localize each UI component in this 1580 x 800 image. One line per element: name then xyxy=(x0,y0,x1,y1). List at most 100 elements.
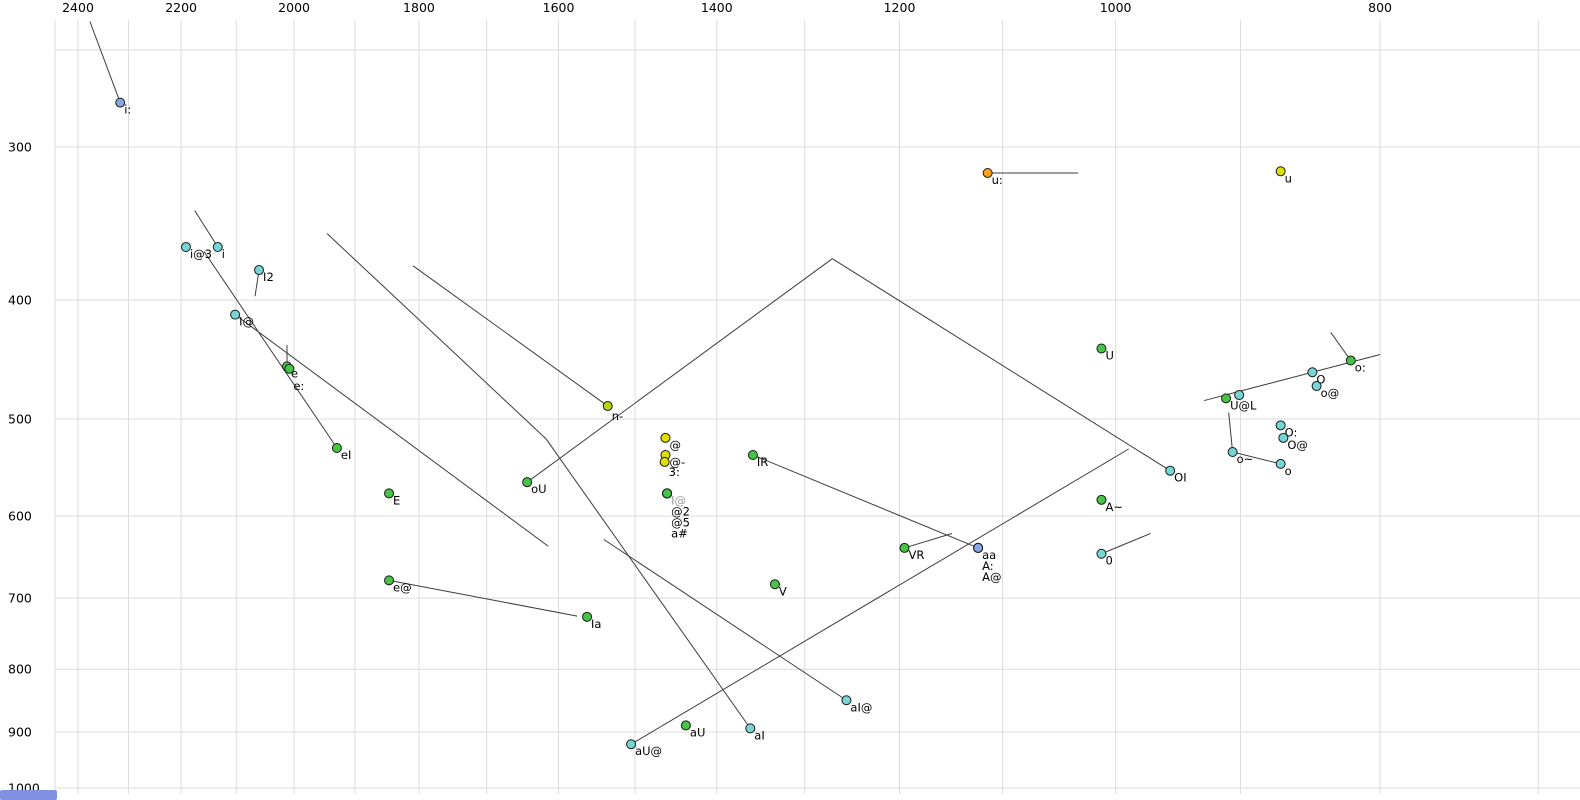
point-label: o~ xyxy=(1237,452,1254,466)
data-point[interactable] xyxy=(1227,447,1238,458)
point-label: A@ xyxy=(982,570,1001,584)
data-point[interactable] xyxy=(582,611,593,622)
point-label: A: xyxy=(982,559,994,573)
trajectory-line xyxy=(388,579,578,617)
point-label: I@ xyxy=(671,493,686,507)
x-tick-label: 2200 xyxy=(165,0,197,15)
trajectory-line xyxy=(1232,451,1281,465)
point-label: E xyxy=(393,493,400,507)
trajectory-line xyxy=(234,314,549,547)
data-point[interactable] xyxy=(254,265,265,276)
point-label: O xyxy=(1316,372,1325,386)
data-point[interactable] xyxy=(899,542,910,553)
trajectory-line xyxy=(832,258,1171,472)
y-tick-label: 700 xyxy=(8,591,32,606)
point-label: @5 xyxy=(671,515,690,529)
trajectory-line xyxy=(412,265,608,407)
y-tick-label: 600 xyxy=(8,509,32,524)
point-label: e xyxy=(291,366,298,380)
trajectory-line xyxy=(89,21,121,103)
data-point[interactable] xyxy=(284,363,295,374)
data-point[interactable] xyxy=(212,242,223,253)
point-label: I@ xyxy=(239,315,254,329)
data-point[interactable] xyxy=(1221,393,1232,404)
trajectory-line xyxy=(545,438,751,729)
data-point[interactable] xyxy=(680,720,691,731)
trajectory-line xyxy=(1101,533,1151,555)
point-label: @- xyxy=(669,455,685,469)
x-tick-label: 1600 xyxy=(543,0,575,15)
x-tick-label: 1400 xyxy=(701,0,733,15)
point-label: u xyxy=(1285,171,1292,185)
point-label: A~ xyxy=(1105,500,1123,514)
point-label: i@3 xyxy=(190,247,212,261)
data-point[interactable] xyxy=(384,488,395,499)
data-point[interactable] xyxy=(331,442,342,453)
point-label: V xyxy=(779,584,787,598)
data-point[interactable] xyxy=(1278,432,1289,443)
x-tick-label: 1200 xyxy=(884,0,916,15)
point-label: 0 xyxy=(1105,554,1112,568)
point-label: I2 xyxy=(263,270,274,284)
point-label: U xyxy=(1105,348,1113,362)
data-point[interactable] xyxy=(384,575,395,586)
point-label: @2 xyxy=(671,504,690,518)
data-point[interactable] xyxy=(1096,494,1107,505)
data-point[interactable] xyxy=(769,579,780,590)
point-label: i xyxy=(222,247,225,261)
data-point[interactable] xyxy=(662,488,673,499)
data-point[interactable] xyxy=(522,477,533,488)
point-label: @ xyxy=(669,438,681,452)
data-point[interactable] xyxy=(115,97,126,108)
point-label: n- xyxy=(612,409,623,423)
data-point[interactable] xyxy=(1096,343,1107,354)
data-point[interactable] xyxy=(1307,367,1318,378)
data-point[interactable] xyxy=(1096,548,1107,559)
point-label: OI xyxy=(1174,471,1186,485)
point-label: O@ xyxy=(1287,438,1308,452)
point-label: oU xyxy=(531,482,546,496)
data-point[interactable] xyxy=(973,542,984,553)
data-point[interactable] xyxy=(1275,166,1286,177)
data-point[interactable] xyxy=(659,456,670,467)
data-point[interactable] xyxy=(1165,465,1176,476)
data-point[interactable] xyxy=(602,401,613,412)
data-point[interactable] xyxy=(1275,458,1286,469)
point-label: u: xyxy=(992,173,1003,187)
trajectory-line xyxy=(603,539,847,701)
data-point[interactable] xyxy=(660,432,671,443)
data-point[interactable] xyxy=(982,167,993,178)
y-tick-label: 900 xyxy=(8,724,32,739)
point-label: aI@ xyxy=(850,700,872,714)
point-label: a# xyxy=(671,526,688,540)
point-label: aa xyxy=(982,548,996,562)
point-label: e: xyxy=(293,379,304,393)
data-point[interactable] xyxy=(1234,390,1245,401)
point-label: e@ xyxy=(393,580,412,594)
trajectory-line xyxy=(194,210,219,248)
point-label: o@ xyxy=(1321,386,1340,400)
data-point[interactable] xyxy=(841,695,852,706)
point-label: U@L xyxy=(1230,398,1257,412)
y-tick-label: 400 xyxy=(8,293,32,308)
data-point[interactable] xyxy=(1275,420,1286,431)
y-tick-label: 500 xyxy=(8,411,32,426)
data-point[interactable] xyxy=(747,450,758,461)
data-point[interactable] xyxy=(745,723,756,734)
point-label: aU xyxy=(690,725,705,739)
trajectory-line xyxy=(203,251,338,449)
data-point[interactable] xyxy=(1311,381,1322,392)
data-point[interactable] xyxy=(1345,355,1356,366)
point-label: eI xyxy=(341,448,351,462)
data-point[interactable] xyxy=(626,739,637,750)
trajectory-line xyxy=(1228,412,1234,453)
x-tick-label: 1800 xyxy=(403,0,435,15)
data-point[interactable] xyxy=(180,242,191,253)
x-tick-label: 1000 xyxy=(1100,0,1132,15)
x-tick-label: 800 xyxy=(1368,0,1392,15)
trajectory-line xyxy=(752,454,979,549)
trajectory-line xyxy=(904,533,953,549)
data-point[interactable] xyxy=(230,309,241,320)
